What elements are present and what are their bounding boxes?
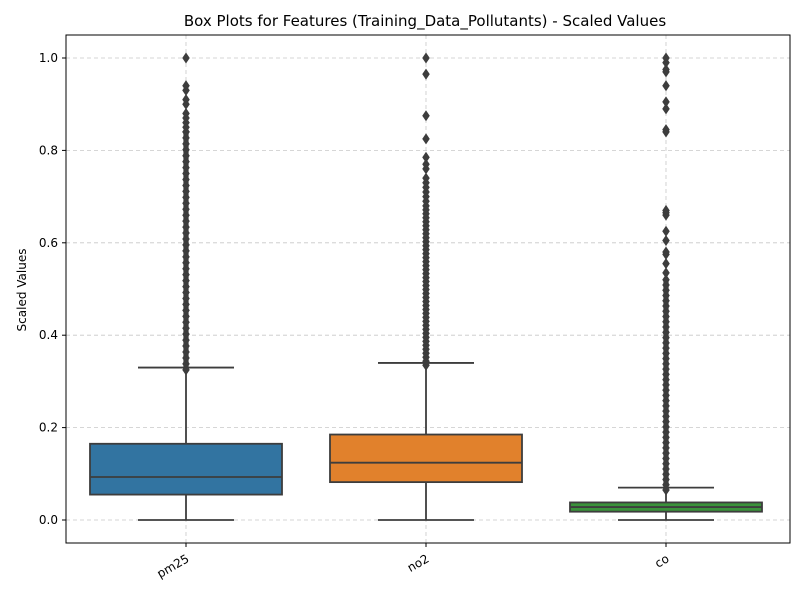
y-tick-label: 0.0 [39,513,58,527]
outlier-point [182,150,190,162]
outlier-point [182,328,190,340]
outlier-point [662,96,670,108]
outlier-point [182,245,190,257]
y-tick-label: 0.8 [39,143,58,157]
outlier-point [662,204,670,216]
outlier-point [182,340,190,352]
outlier-point [182,144,190,156]
x-tick-label: co [652,551,671,570]
axis-layer: 0.0 0.2 0.4 0.6 0.8 1.0 pm25 no2 co [39,51,672,581]
outlier-point [182,138,190,150]
iqr-box [89,442,283,496]
outlier-point [662,234,670,247]
outlier-point [182,80,190,92]
outlier-point [662,124,670,136]
outlier-point [182,233,190,245]
y-tick-label: 0.6 [39,236,58,250]
outlier-point [662,225,670,237]
outlier-point [182,191,190,203]
outlier-point [422,68,430,80]
y-tick-label: 0.4 [39,328,58,342]
outlier-point [182,107,190,119]
outlier-point [182,179,190,191]
outlier-point [182,322,190,334]
chart-title: Box Plots for Features (Training_Data_Po… [184,12,666,31]
x-tick-label: no2 [405,551,432,574]
outlier-point [182,269,190,281]
outlier-point [182,286,190,299]
outlier-point [182,316,190,328]
outlier-point [422,172,430,184]
outlier-point [182,334,190,346]
outlier-point [182,215,190,227]
outlier-point [662,267,670,279]
outlier-point [182,352,190,364]
outlier-point [182,173,190,186]
outlier-point [182,168,190,180]
outlier-point [182,292,190,305]
plot-frame [65,34,791,544]
outlier-point [662,274,670,286]
x-tick-label: pm25 [155,551,192,580]
outlier-point [662,103,670,115]
outlier-point [182,227,190,239]
outlier-point [182,275,190,287]
outlier-point [182,221,190,233]
outlier-point [182,132,190,144]
outlier-point [662,258,670,270]
outlier-point [182,197,190,209]
outlier-point [182,52,190,64]
outlier-point [182,304,190,316]
outlier-point [182,298,190,310]
outlier-point [182,203,190,215]
box-pm25 [89,52,283,521]
outlier-point [182,239,190,251]
iqr-box [329,433,523,484]
outlier-point [662,80,670,92]
outlier-point [662,246,670,258]
outlier-point [182,346,190,358]
box-no2 [329,52,523,521]
outlier-point [182,185,190,197]
outlier-point [662,52,670,64]
y-tick-label: 0.2 [39,421,58,435]
box-co [569,52,763,521]
y-axis-label: Scaled Values [15,249,29,332]
outlier-point [662,64,670,76]
outlier-point [182,162,190,174]
outlier-point [182,251,190,263]
outlier-point [422,52,430,64]
outlier-point [182,257,190,269]
outlier-point [182,364,190,376]
box-layer [89,52,763,521]
outlier-point [182,263,190,275]
outlier-point [422,151,430,163]
outlier-point [422,133,430,145]
outlier-point [422,110,430,122]
outlier-point [182,156,190,168]
outlier-point [182,310,190,322]
outlier-point [182,94,190,106]
outlier-point [182,209,190,221]
outlier-point [182,358,190,370]
outlier-point [182,281,190,293]
outlier-point [422,158,430,170]
y-tick-label: 1.0 [39,51,58,65]
